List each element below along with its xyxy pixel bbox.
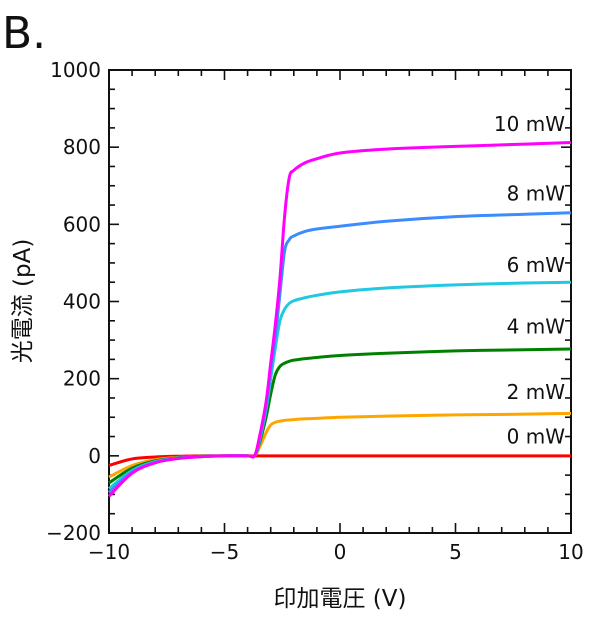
axes: −10 −5 0 5 10 −200 0 200 400 600 800 1000 <box>46 58 584 564</box>
series-line-2-mW <box>108 411 572 479</box>
x-tick-label: −10 <box>88 540 130 564</box>
series-group <box>107 141 572 498</box>
series-annotation: 0 mW <box>507 425 566 449</box>
y-tick-label: 600 <box>63 212 101 236</box>
y-axis-label: 光電流 (pA) <box>10 239 36 364</box>
series-annotation: 6 mW <box>507 253 566 277</box>
series-annotation: 10 mW <box>494 112 565 136</box>
x-tick-label: 10 <box>558 540 583 564</box>
y-tick-label: −200 <box>46 521 101 545</box>
x-tick-label: 0 <box>334 540 347 564</box>
y-tick-label: 0 <box>88 444 101 468</box>
panel-label: B. <box>2 8 46 59</box>
series-line-8-mW <box>107 211 572 494</box>
y-tick-label: 200 <box>63 367 101 391</box>
y-tick-label: 800 <box>63 135 101 159</box>
series-annotation: 8 mW <box>507 181 566 205</box>
x-tick-label: 5 <box>449 540 462 564</box>
x-tick-label: −5 <box>210 540 239 564</box>
plot-frame <box>108 69 572 534</box>
x-axis-label: 印加電圧 (V) <box>274 586 407 612</box>
series-annotation: 4 mW <box>507 315 566 339</box>
y-tick-label: 1000 <box>50 58 101 82</box>
annotations: 10 mW 8 mW 6 mW 4 mW 2 mW 0 mW <box>494 112 565 449</box>
series-line-10-mW <box>107 141 572 498</box>
series-annotation: 2 mW <box>507 380 566 404</box>
y-tick-label: 400 <box>63 290 101 314</box>
